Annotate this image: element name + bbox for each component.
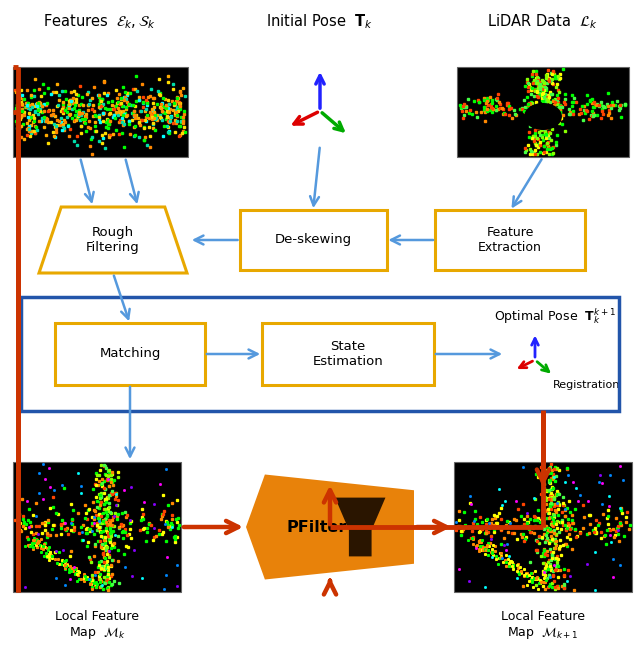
Polygon shape	[246, 474, 414, 580]
Text: Matching: Matching	[99, 348, 161, 360]
Ellipse shape	[524, 103, 562, 130]
Text: Features  $\mathcal{E}_k, \mathcal{S}_k$: Features $\mathcal{E}_k, \mathcal{S}_k$	[44, 12, 157, 31]
FancyBboxPatch shape	[435, 210, 585, 270]
FancyBboxPatch shape	[239, 210, 387, 270]
Bar	[13, 462, 181, 592]
Text: Rough
Filtering: Rough Filtering	[86, 226, 140, 254]
Text: LiDAR Data  $\mathcal{L}_k$: LiDAR Data $\mathcal{L}_k$	[488, 12, 598, 31]
Polygon shape	[335, 498, 385, 556]
Polygon shape	[39, 207, 187, 273]
Text: Optimal Pose  $\mathbf{T}_k^{k+1}$: Optimal Pose $\mathbf{T}_k^{k+1}$	[494, 307, 616, 326]
Text: Initial Pose  $\mathbf{T}_k$: Initial Pose $\mathbf{T}_k$	[266, 12, 374, 31]
Text: Local Feature
Map  $\mathcal{M}_k$: Local Feature Map $\mathcal{M}_k$	[55, 610, 139, 641]
Text: De-skewing: De-skewing	[275, 233, 351, 246]
Bar	[454, 462, 632, 592]
FancyBboxPatch shape	[262, 323, 434, 385]
Bar	[457, 67, 629, 157]
Text: State
Estimation: State Estimation	[312, 340, 383, 368]
Bar	[13, 67, 188, 157]
Text: Feature
Extraction: Feature Extraction	[478, 226, 542, 254]
FancyBboxPatch shape	[55, 323, 205, 385]
Text: Registration: Registration	[554, 380, 621, 390]
Text: PFilter: PFilter	[286, 519, 347, 534]
Text: Local Feature
Map  $\mathcal{M}_{k+1}$: Local Feature Map $\mathcal{M}_{k+1}$	[501, 610, 585, 641]
